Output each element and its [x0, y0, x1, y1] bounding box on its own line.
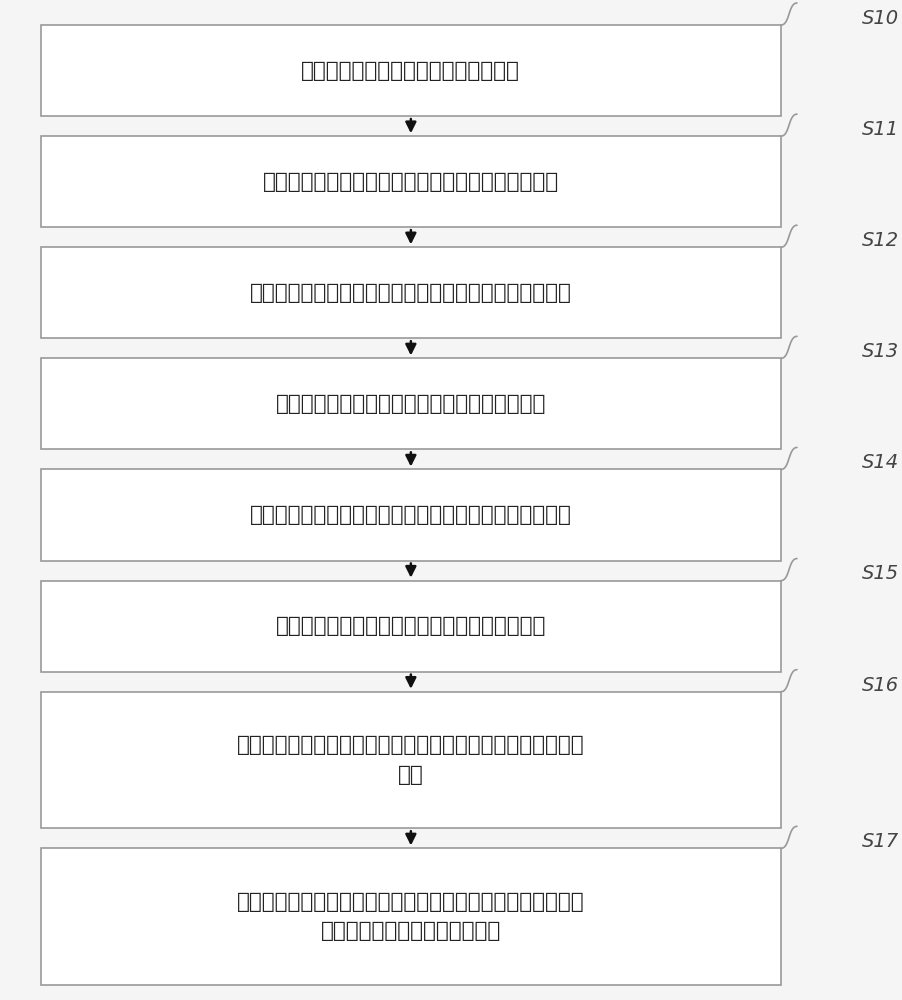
Text: S16: S16 — [861, 676, 898, 695]
Text: S15: S15 — [861, 564, 898, 583]
Text: 对所述染色后的织物在酸性条件下进行冷水清洗: 对所述染色后的织物在酸性条件下进行冷水清洗 — [275, 394, 546, 414]
Text: 对所述染色后的织物在酸性条件下进行热水清洗: 对所述染色后的织物在酸性条件下进行热水清洗 — [275, 616, 546, 636]
FancyBboxPatch shape — [41, 136, 780, 227]
FancyBboxPatch shape — [41, 25, 780, 116]
Text: 对所述染色后的织物进行酸洗或碱洗，以减小染色后的织物的
色变: 对所述染色后的织物进行酸洗或碱洗，以减小染色后的织物的 色变 — [237, 735, 584, 785]
Text: S14: S14 — [861, 453, 898, 472]
FancyBboxPatch shape — [41, 469, 780, 561]
Text: 采用酸性固色剂对所述染色后的织物进行第一次固色处理: 采用酸性固色剂对所述染色后的织物进行第一次固色处理 — [250, 283, 571, 303]
Text: S13: S13 — [861, 342, 898, 361]
Text: 在酸洗或碱洗后，对所述染色后的织物进行冷水清洗、脱水并
烘干，以准备进行后续测试步骤: 在酸洗或碱洗后，对所述染色后的织物进行冷水清洗、脱水并 烘干，以准备进行后续测试… — [237, 892, 584, 941]
FancyBboxPatch shape — [41, 581, 780, 672]
Text: S17: S17 — [861, 832, 898, 851]
Text: S10: S10 — [861, 9, 898, 28]
FancyBboxPatch shape — [41, 358, 780, 449]
Text: 染色后的织物在酸性条件下依次进行热水洗及冷水洗: 染色后的织物在酸性条件下依次进行热水洗及冷水洗 — [262, 172, 558, 192]
FancyBboxPatch shape — [41, 247, 780, 338]
FancyBboxPatch shape — [41, 848, 780, 985]
Text: S12: S12 — [861, 231, 898, 250]
FancyBboxPatch shape — [41, 692, 780, 828]
Text: 采用酸性固色剂对所述染色后的织物进行第二次固色处理: 采用酸性固色剂对所述染色后的织物进行第二次固色处理 — [250, 505, 571, 525]
Text: S11: S11 — [861, 120, 898, 139]
Text: 提供一使用酸性荧光染料染色后的织物: 提供一使用酸性荧光染料染色后的织物 — [301, 61, 520, 81]
